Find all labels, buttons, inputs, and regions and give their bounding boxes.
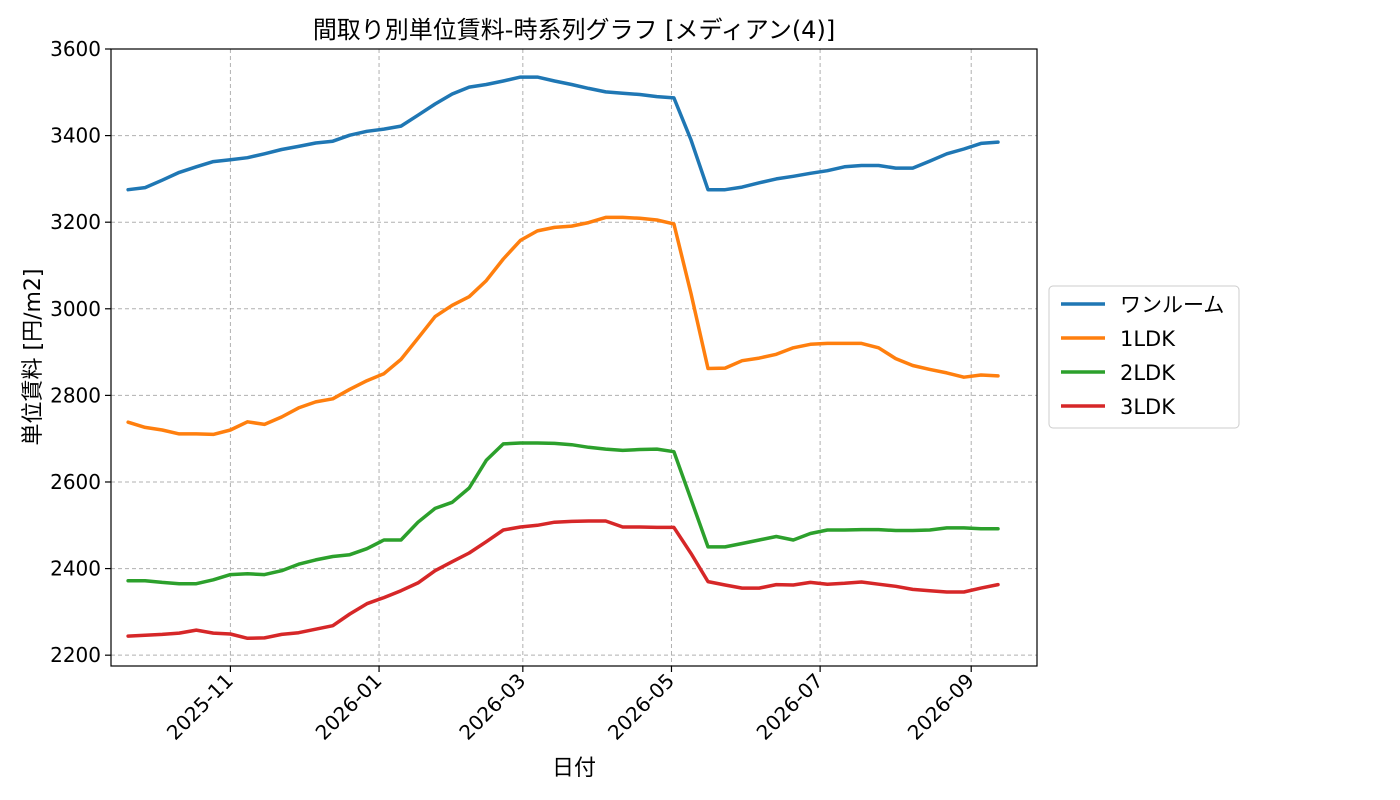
plot-frame	[110, 48, 1038, 667]
series-line-1	[126, 75, 1000, 192]
x-axis-label: 日付	[552, 756, 596, 781]
legend-label-4: 3LDK	[1120, 395, 1176, 419]
y-axis-label: 単位賃料 [円/m2]	[21, 269, 46, 446]
y-tick-label: 3600	[50, 37, 101, 61]
legend-label-1: ワンルーム	[1120, 293, 1224, 317]
x-tick-label: 2025-11	[162, 669, 238, 745]
legend-box	[1048, 285, 1240, 429]
y-tick-label: 3000	[50, 297, 101, 321]
y-tick-label: 3200	[50, 210, 101, 234]
x-tick-label: 2026-07	[752, 669, 828, 745]
series-line-2	[126, 215, 1000, 437]
x-tick-label: 2026-05	[603, 669, 679, 745]
chart-title: 間取り別単位賃料-時系列グラフ [メディアン(4)]	[313, 16, 835, 44]
series-line-4	[126, 519, 1000, 641]
y-tick-label: 3400	[50, 124, 101, 148]
series-lines	[126, 75, 1000, 641]
y-tick-label: 2200	[50, 643, 101, 667]
legend-label-2: 1LDK	[1120, 327, 1176, 351]
y-tick-label: 2600	[50, 470, 101, 494]
legend-label-3: 2LDK	[1120, 361, 1176, 385]
y-axis: 2200 2400 2600 2800 3000 3200 3400 3600	[50, 37, 111, 667]
grid-lines	[111, 48, 1037, 666]
legend: ワンルーム 1LDK 2LDK 3LDK	[1048, 285, 1240, 429]
series-line-3	[126, 441, 1000, 586]
x-tick-label: 2026-09	[903, 669, 979, 745]
y-tick-label: 2800	[50, 383, 101, 407]
y-tick-label: 2400	[50, 557, 101, 581]
x-tick-label: 2026-01	[311, 669, 387, 745]
x-axis: 2025-11 2026-01 2026-03 2026-05 2026-07 2026-…	[162, 666, 979, 745]
x-tick-label: 2026-03	[454, 669, 530, 745]
